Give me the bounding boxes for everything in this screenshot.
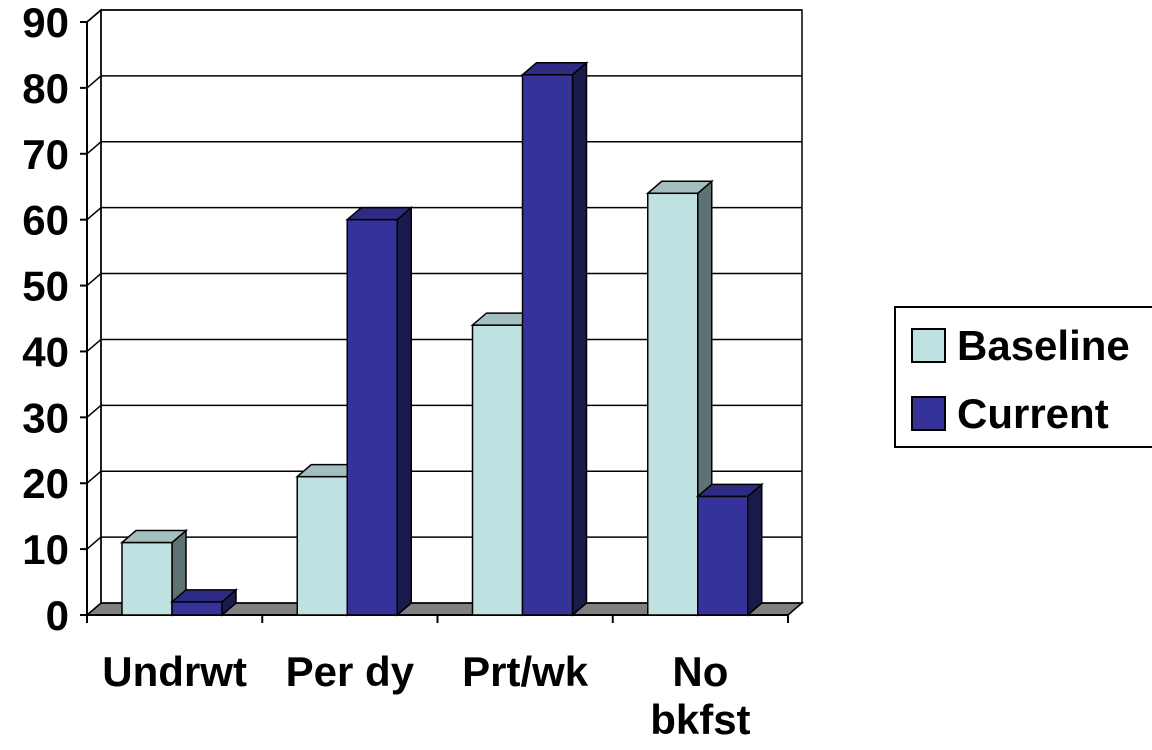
legend-swatch <box>911 328 946 363</box>
bar-top <box>119 529 189 544</box>
bar-front <box>121 541 173 616</box>
bar-side <box>747 482 763 617</box>
x-category-label: Prt/wk <box>462 648 589 695</box>
gridline-side <box>86 536 102 550</box>
bar-front <box>296 475 348 616</box>
y-tick-label: 60 <box>22 197 69 244</box>
bar-top <box>169 589 239 603</box>
y-tick-label: 90 <box>22 0 69 46</box>
gridline-side <box>86 272 102 287</box>
legend-swatch <box>911 396 946 431</box>
gridline-side <box>86 338 102 353</box>
gridline-side <box>86 404 102 418</box>
bar-front <box>471 324 524 616</box>
bar-front <box>346 218 398 616</box>
bar-side <box>571 61 588 617</box>
y-tick-label: 40 <box>22 328 69 375</box>
bar-current-1 <box>345 206 414 617</box>
bar-top <box>645 180 714 195</box>
legend: Baseline Current <box>894 306 1152 448</box>
gridline-side <box>86 141 102 155</box>
bar-side <box>396 206 412 617</box>
gridline-side <box>86 9 102 23</box>
y-tick-label: 0 <box>46 592 69 639</box>
bar-front <box>647 192 699 616</box>
bars <box>119 61 764 617</box>
gridline-side <box>86 207 102 221</box>
y-tick-label: 30 <box>22 394 69 441</box>
y-tick-label: 10 <box>22 526 69 573</box>
y-tick-label: 80 <box>22 65 69 112</box>
x-category-label: Per dy <box>286 648 415 695</box>
bar-current-3 <box>695 482 764 617</box>
bar-front <box>521 73 574 616</box>
y-tick-labels: 0 10 20 30 40 50 60 70 80 90 <box>22 0 69 639</box>
x-category-label: bkfst <box>650 696 750 743</box>
x-category-label: Undrwt <box>102 648 247 695</box>
y-tick-label: 70 <box>22 131 69 178</box>
bar-top <box>345 206 414 221</box>
bar-front <box>697 495 749 616</box>
bar-top <box>520 61 589 76</box>
bar-baseline-0 <box>119 528 189 617</box>
y-tick-label: 50 <box>22 263 69 310</box>
legend-label: Current <box>957 390 1109 437</box>
gridline-side <box>86 75 102 89</box>
bar-current-0 <box>169 588 239 617</box>
y-tick-label: 20 <box>22 460 69 507</box>
bar-top <box>695 483 764 498</box>
x-category-label: No <box>672 648 728 695</box>
bar-current-2 <box>520 61 589 617</box>
gridline-side <box>86 470 102 484</box>
legend-label: Baseline <box>957 322 1130 369</box>
bar-front <box>171 601 223 616</box>
chart-side-wall <box>86 8 102 617</box>
